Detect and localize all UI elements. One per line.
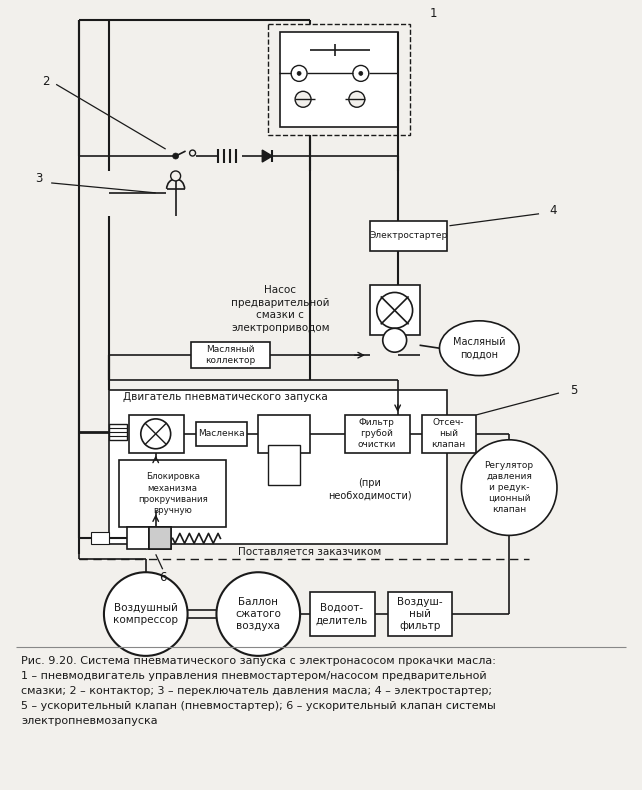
Text: 1: 1 (429, 7, 437, 21)
Text: Рис. 9.20. Система пневматического запуска с электронасосом прокачки масла:: Рис. 9.20. Система пневматического запус… (21, 656, 496, 666)
Text: Блокировка
механизма
прокручивания
вручную: Блокировка механизма прокручивания вручн… (138, 472, 207, 515)
Ellipse shape (440, 321, 519, 375)
Text: 5: 5 (570, 383, 578, 397)
Text: электропневмозапуска: электропневмозапуска (21, 716, 158, 725)
Circle shape (353, 66, 369, 81)
Text: (при
необходимости): (при необходимости) (328, 479, 412, 501)
Text: 4: 4 (549, 205, 557, 217)
Circle shape (104, 572, 187, 656)
Bar (127, 528, 149, 549)
Circle shape (349, 92, 365, 107)
Bar (109, 390, 447, 544)
Circle shape (171, 171, 180, 181)
Circle shape (216, 572, 300, 656)
Bar (268, 24, 410, 135)
Text: Масленка: Масленка (198, 429, 245, 438)
Text: 1 – пневмодвигатель управления пневмостартером/насосом предварительной: 1 – пневмодвигатель управления пневмоста… (21, 671, 487, 681)
Text: Электростартер: Электростартер (370, 231, 447, 240)
Circle shape (383, 329, 406, 352)
Circle shape (462, 440, 557, 536)
Bar (280, 32, 397, 127)
Text: Баллон
сжатого
воздуха: Баллон сжатого воздуха (236, 596, 281, 631)
Bar (345, 415, 410, 453)
Bar (268, 445, 300, 484)
Text: Масляный
поддон: Масляный поддон (453, 337, 505, 359)
Bar (129, 415, 184, 453)
Circle shape (189, 150, 196, 156)
Bar (119, 460, 227, 528)
Text: Двигатель пневматического запуска: Двигатель пневматического запуска (123, 392, 328, 402)
Text: Насос
предварительной
смазки с
электроприводом: Насос предварительной смазки с электропр… (231, 285, 329, 333)
Text: смазки; 2 – контактор; 3 – переключатель давления масла; 4 – электростартер;: смазки; 2 – контактор; 3 – переключатель… (21, 686, 492, 696)
Text: 5 – ускорительный клапан (пневмостартер); 6 – ускорительный клапан системы: 5 – ускорительный клапан (пневмостартер)… (21, 701, 496, 711)
Bar (422, 415, 476, 453)
Circle shape (359, 71, 363, 75)
Circle shape (377, 292, 413, 329)
Text: Масляный
коллектор: Масляный коллектор (205, 345, 256, 365)
Polygon shape (262, 150, 272, 162)
Text: Воздушный
компрессор: Воздушный компрессор (113, 603, 178, 625)
Circle shape (173, 153, 178, 159)
Text: Воздуш-
ный
фильтр: Воздуш- ный фильтр (397, 596, 442, 631)
Text: Фильтр
грубой
очистки: Фильтр грубой очистки (358, 418, 396, 450)
Text: Водоот-
делитель: Водоот- делитель (316, 603, 368, 625)
Bar (149, 528, 171, 549)
Bar (370, 220, 447, 250)
Bar (91, 532, 109, 544)
Bar (191, 342, 270, 368)
Bar (370, 285, 420, 335)
Polygon shape (260, 417, 308, 451)
Text: 2: 2 (42, 75, 50, 88)
Text: Поставляется заказчиком: Поставляется заказчиком (238, 547, 382, 557)
Bar (310, 592, 375, 636)
Text: 6: 6 (159, 570, 166, 584)
Bar (388, 592, 453, 636)
Text: Регулятор
давления
и редук-
ционный
клапан: Регулятор давления и редук- ционный клап… (485, 461, 534, 514)
Bar (149, 528, 171, 549)
Text: 3: 3 (35, 172, 43, 186)
Bar (258, 415, 310, 453)
Bar (196, 422, 247, 446)
Circle shape (297, 71, 301, 75)
Circle shape (295, 92, 311, 107)
Bar (109, 424, 127, 440)
Text: Отсеч-
ный
клапан: Отсеч- ный клапан (431, 418, 465, 450)
Circle shape (291, 66, 307, 81)
Circle shape (141, 419, 171, 449)
